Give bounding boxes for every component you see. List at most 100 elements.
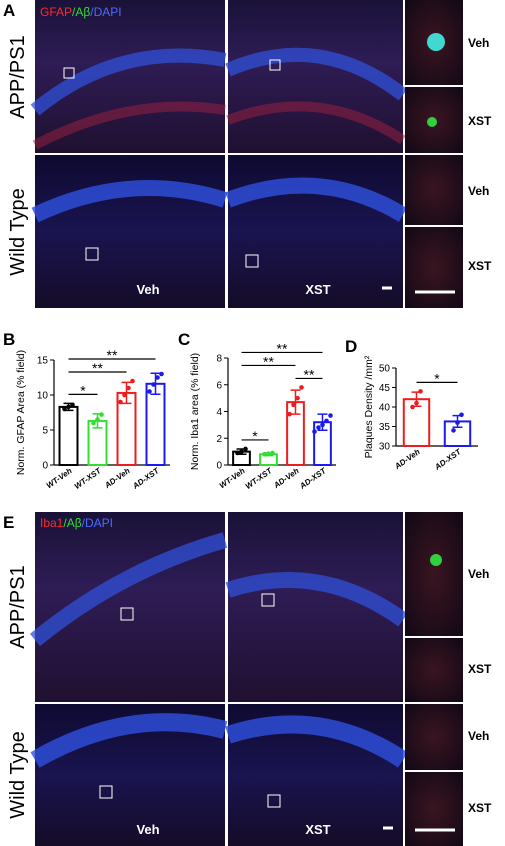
significance-label: **	[263, 353, 274, 369]
data-point	[130, 378, 135, 384]
data-point	[455, 420, 460, 425]
data-point	[91, 420, 96, 426]
roi-box	[245, 254, 259, 268]
roi-box	[85, 247, 99, 261]
stain-label: Iba1/Aβ/DAPI	[40, 516, 113, 530]
y-tick-label: 40	[379, 403, 391, 414]
data-point	[459, 412, 464, 418]
data-point	[118, 399, 123, 405]
significance-label: *	[252, 428, 258, 444]
stain-part: Iba1	[40, 516, 64, 530]
data-point	[299, 385, 304, 390]
y-tick-label: 5	[42, 426, 48, 437]
inset	[405, 227, 463, 308]
tissue-band	[225, 177, 408, 222]
error-bar	[290, 389, 301, 415]
y-tick-label: 35	[379, 422, 391, 433]
data-point	[316, 425, 321, 430]
y-axis-label: Norm. GFAP Area (% field)	[15, 350, 27, 475]
inset	[405, 638, 463, 702]
stain-part: GFAP	[40, 5, 72, 19]
row-label: Wild Type	[7, 731, 29, 818]
roi-box	[261, 593, 275, 607]
data-point	[418, 389, 423, 394]
tissue-band	[29, 532, 228, 647]
data-point	[243, 446, 248, 452]
data-point	[66, 404, 71, 410]
inset-label: XST	[468, 114, 492, 128]
error-bar	[317, 413, 328, 431]
tissue-band	[32, 101, 226, 150]
stain-part: /DAPI	[82, 516, 113, 530]
data-point	[95, 417, 100, 422]
data-point	[312, 429, 317, 434]
panel-a-images	[30, 0, 463, 308]
inset-label: Veh	[468, 567, 489, 581]
data-point	[410, 404, 415, 410]
y-tick-label: 0	[42, 461, 48, 472]
y-tick-label: 15	[37, 356, 49, 367]
row-label: APP/PS1	[7, 35, 29, 118]
stain-part: /DAPI	[90, 5, 121, 19]
y-tick-label: 2	[216, 434, 222, 445]
data-point	[287, 411, 292, 417]
row-label: APP/PS1	[7, 565, 29, 648]
inset-label: Veh	[468, 36, 489, 50]
data-point	[270, 450, 275, 456]
bar	[58, 405, 79, 466]
roi-box	[120, 607, 134, 621]
x-tick-label: AD-XST	[432, 447, 463, 473]
x-tick-label: AD-Veh	[271, 466, 300, 490]
data-point	[262, 452, 267, 457]
data-point	[151, 382, 156, 387]
bar	[402, 398, 431, 448]
stain-label: GFAP/Aβ/DAPI	[40, 5, 122, 19]
y-tick-label: 8	[216, 354, 222, 365]
inset	[405, 704, 463, 770]
x-tick-label: WT-Veh	[45, 466, 74, 490]
plaque	[427, 33, 445, 51]
data-point	[159, 371, 164, 377]
panel-letter: B	[3, 330, 15, 349]
column-label: XST	[305, 282, 330, 297]
data-point	[239, 449, 244, 454]
significance-label: **	[107, 347, 118, 363]
micrograph	[35, 155, 225, 308]
panel-letter: E	[3, 513, 14, 532]
panel-letter: C	[178, 330, 190, 349]
plaque	[427, 117, 437, 127]
data-point	[122, 392, 127, 398]
stain-part: /Aβ	[72, 5, 90, 19]
x-tick-label: AD-XST	[130, 466, 161, 492]
inset-label: XST	[468, 662, 492, 676]
x-tick-label: AD-Veh	[392, 447, 421, 471]
bar	[145, 382, 166, 466]
roi-box	[269, 59, 281, 71]
data-point	[266, 451, 271, 456]
tissue-band	[225, 715, 408, 768]
y-axis-label: Norm. Iba1 area (% field)	[189, 353, 201, 470]
significance-label: **	[92, 360, 103, 376]
inset	[405, 155, 463, 225]
data-point	[324, 418, 329, 424]
stain-part: /Aβ	[63, 516, 81, 530]
inset	[405, 772, 463, 846]
column-label: XST	[305, 822, 330, 837]
tissue-band	[226, 101, 406, 145]
column-label: Veh	[136, 282, 159, 297]
data-point	[147, 389, 152, 394]
y-tick-label: 4	[216, 407, 222, 418]
error-bar	[121, 381, 132, 405]
x-tick-label: AD-Veh	[102, 466, 131, 490]
inset-label: XST	[468, 801, 492, 815]
data-point	[62, 406, 67, 412]
x-tick-label: AD-XST	[297, 466, 328, 492]
panel-e-images	[29, 512, 463, 846]
roi-box	[63, 67, 75, 79]
data-point	[451, 428, 456, 433]
significance-label: **	[277, 340, 288, 356]
inset-label: XST	[468, 259, 492, 273]
data-point	[414, 400, 419, 406]
tissue-band	[31, 180, 228, 223]
